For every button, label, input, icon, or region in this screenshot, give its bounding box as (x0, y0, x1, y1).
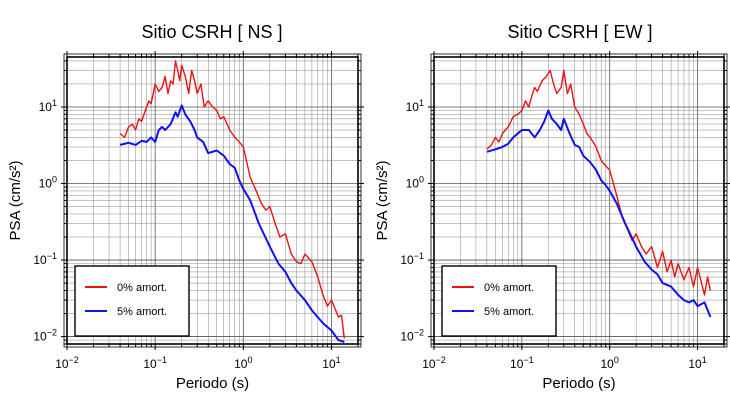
y-tick-exponent: −1 (414, 251, 424, 261)
plot-frame (433, 56, 725, 345)
plot-frame-outer (430, 53, 728, 348)
plot-frame-outer (63, 53, 362, 348)
x-tick-exponent: 0 (247, 355, 252, 365)
y-axis-label: PSA (cm/s²) (7, 160, 24, 240)
series-line-amort-0 (119, 60, 345, 339)
legend-label: 5% amort. (484, 306, 534, 318)
x-tick-exponent: −1 (523, 355, 533, 365)
x-tick-exponent: 0 (614, 355, 619, 365)
x-tick-label: 10−1 (143, 355, 167, 371)
series-line-amort-5 (486, 109, 712, 318)
x-tick-label: 10−1 (510, 355, 534, 371)
legend-box (441, 265, 557, 337)
series-line-amort-0 (486, 69, 712, 296)
x-tick-label: 10−2 (422, 355, 446, 371)
x-tick-label: 10−2 (55, 355, 79, 371)
x-tick-label: 100 (234, 355, 252, 371)
y-tick-exponent: −1 (47, 251, 57, 261)
legend-label: 5% amort. (117, 306, 167, 318)
plot-frame (66, 56, 359, 345)
x-tick-exponent: −2 (69, 355, 79, 365)
legend: 0% amort. 5% amort. (74, 265, 190, 337)
legend-box (74, 265, 190, 337)
x-tick-label: 101 (322, 355, 340, 371)
x-tick-exponent: 1 (336, 355, 341, 365)
y-tick-label: 101 (39, 98, 57, 114)
y-tick-exponent: 1 (419, 98, 424, 108)
y-tick-exponent: 0 (419, 175, 424, 185)
x-axis-label: Periodo (s) (542, 375, 615, 392)
legend-label: 0% amort. (117, 282, 167, 294)
y-axis-label: PSA (cm/s²) (374, 160, 391, 240)
y-tick-label: 10−1 (400, 251, 424, 267)
y-tick-label: 100 (406, 175, 424, 191)
y-tick-label: 10−2 (400, 328, 424, 344)
series-line-amort-5 (119, 104, 345, 343)
x-axis-label: Periodo (s) (176, 375, 249, 392)
y-tick-label: 10−2 (33, 328, 57, 344)
chart-title: Sitio CSRH [ EW ] (507, 22, 652, 42)
x-tick-exponent: −1 (157, 355, 167, 365)
y-tick-exponent: 1 (52, 98, 57, 108)
y-tick-label: 100 (39, 175, 57, 191)
y-tick-label: 101 (406, 98, 424, 114)
legend-label: 0% amort. (484, 282, 534, 294)
y-tick-exponent: −2 (414, 328, 424, 338)
x-tick-label: 100 (601, 355, 619, 371)
x-tick-exponent: −2 (436, 355, 446, 365)
x-tick-exponent: 1 (702, 355, 707, 365)
x-tick-label: 101 (688, 355, 706, 371)
legend: 0% amort. 5% amort. (441, 265, 557, 337)
y-tick-exponent: 0 (52, 175, 57, 185)
y-tick-label: 10−1 (33, 251, 57, 267)
y-tick-exponent: −2 (47, 328, 57, 338)
chart-title: Sitio CSRH [ NS ] (141, 22, 282, 42)
